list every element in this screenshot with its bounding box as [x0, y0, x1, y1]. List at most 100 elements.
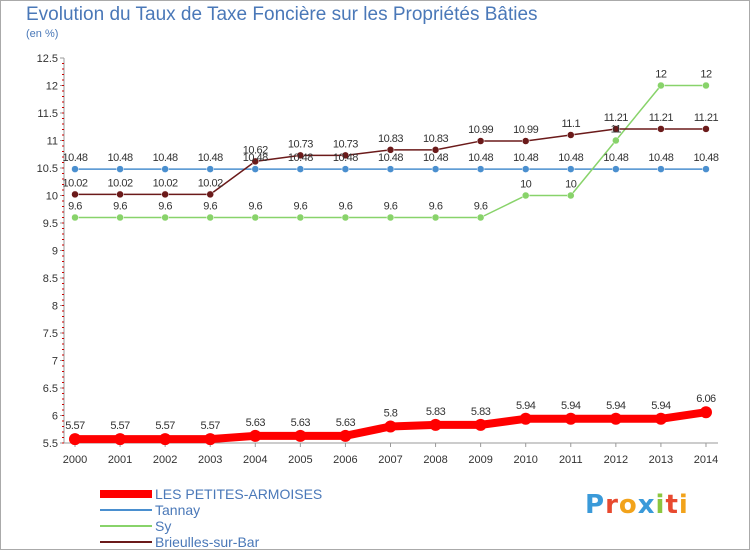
data-label: 12: [700, 69, 712, 81]
data-point: [521, 165, 530, 173]
data-label: 10.02: [198, 177, 223, 189]
data-label: 10: [565, 179, 577, 191]
data-point: [702, 81, 710, 90]
legend-item: Tannay: [100, 502, 400, 518]
data-label: 10.99: [468, 124, 493, 136]
x-tick-label: 2013: [649, 454, 673, 466]
data-label: 10.48: [153, 152, 178, 164]
data-label: 5.57: [110, 420, 130, 432]
x-tick-label: 2000: [63, 454, 87, 466]
data-point: [116, 213, 124, 222]
data-point: [341, 213, 350, 222]
data-label: 10.83: [423, 133, 448, 145]
data-point: [206, 165, 214, 173]
data-point: [116, 165, 124, 173]
data-point: [296, 151, 305, 160]
legend-label: LES PETITES-ARMOISES: [155, 486, 323, 502]
data-point: [296, 165, 305, 173]
x-tick-label: 2004: [243, 454, 267, 466]
x-tick-label: 2011: [559, 454, 583, 466]
data-label: 10.48: [243, 152, 268, 164]
data-label: 5.63: [336, 417, 356, 429]
data-label: 5.63: [246, 417, 266, 429]
data-label: 5.63: [291, 417, 311, 429]
data-label: 10.48: [333, 152, 358, 164]
legend-label: Tannay: [155, 502, 201, 518]
data-point: [612, 136, 620, 145]
data-point: [71, 213, 79, 222]
data-label: 9.6: [248, 201, 262, 213]
logo-letter: o: [618, 490, 638, 520]
x-tick-label: 2003: [198, 454, 222, 466]
legend-swatch: [100, 541, 152, 543]
legend-label: Brieulles-sur-Bar: [155, 534, 260, 550]
data-label: 9.6: [158, 201, 172, 213]
data-point: [431, 213, 440, 222]
data-label: 5.57: [155, 420, 175, 432]
data-point: [521, 191, 530, 200]
legend-item: LES PETITES-ARMOISES: [100, 486, 400, 502]
data-point: [341, 165, 350, 173]
data-label: 12: [655, 69, 667, 81]
data-label: 10: [520, 179, 532, 191]
legend-swatch: [100, 490, 152, 498]
data-label: 10.83: [378, 133, 403, 145]
legend-item: Brieulles-sur-Bar: [100, 534, 400, 550]
data-point: [71, 190, 79, 199]
data-point: [161, 165, 169, 173]
y-tick-label: 6: [52, 411, 58, 423]
logo-letter: r: [605, 490, 619, 520]
data-label: 10.48: [693, 152, 718, 164]
x-tick-label: 2009: [468, 454, 492, 466]
logo-letter: t: [665, 490, 679, 520]
data-label: 11.1: [561, 118, 580, 130]
data-point: [702, 125, 710, 133]
x-tick-label: 2005: [288, 454, 312, 466]
logo-letter: i: [655, 490, 666, 520]
data-label: 10.48: [558, 152, 583, 164]
data-point: [206, 213, 214, 222]
proxiti-logo: Proxiti: [585, 490, 689, 520]
data-label: 10.48: [288, 152, 313, 164]
data-label: 5.94: [516, 400, 536, 412]
data-label: 10.48: [603, 152, 628, 164]
data-point: [116, 190, 124, 199]
data-label: 9.6: [384, 201, 398, 213]
chart-title: Evolution du Taux de Taxe Foncière sur l…: [26, 4, 538, 25]
x-tick-label: 2006: [333, 454, 357, 466]
legend-swatch: [100, 509, 152, 511]
data-label: 6.06: [696, 393, 716, 405]
data-point: [476, 137, 485, 145]
y-tick-label: 9: [52, 246, 58, 258]
data-label: 10.02: [62, 177, 87, 189]
data-label: 10.48: [648, 152, 673, 164]
data-label: 11.21: [604, 112, 629, 124]
data-point: [612, 125, 620, 133]
data-point: [429, 418, 442, 431]
data-point: [657, 165, 665, 173]
x-tick-label: 2007: [378, 454, 402, 466]
data-point: [206, 190, 214, 199]
data-label: 9.6: [113, 201, 127, 213]
data-point: [657, 81, 665, 90]
data-label: 5.83: [471, 406, 491, 418]
data-point: [567, 165, 575, 173]
data-label: 5.94: [606, 400, 626, 412]
data-point: [476, 165, 485, 173]
data-point: [567, 191, 575, 200]
data-label: 9.6: [293, 201, 307, 213]
data-point: [567, 131, 575, 139]
x-tick-label: 2012: [604, 454, 628, 466]
data-label: 9.6: [68, 201, 82, 213]
y-tick-label: 12: [46, 81, 58, 93]
data-label: 10.02: [153, 177, 178, 189]
data-label: 10.73: [333, 138, 358, 150]
data-point: [702, 165, 710, 173]
data-label: 9.6: [203, 201, 217, 213]
data-label: 9.6: [339, 201, 353, 213]
y-tick-label: 12.5: [37, 53, 58, 65]
data-point: [161, 213, 169, 222]
data-point: [161, 190, 169, 199]
data-point: [251, 157, 260, 166]
y-tick-label: 11.5: [37, 108, 58, 120]
